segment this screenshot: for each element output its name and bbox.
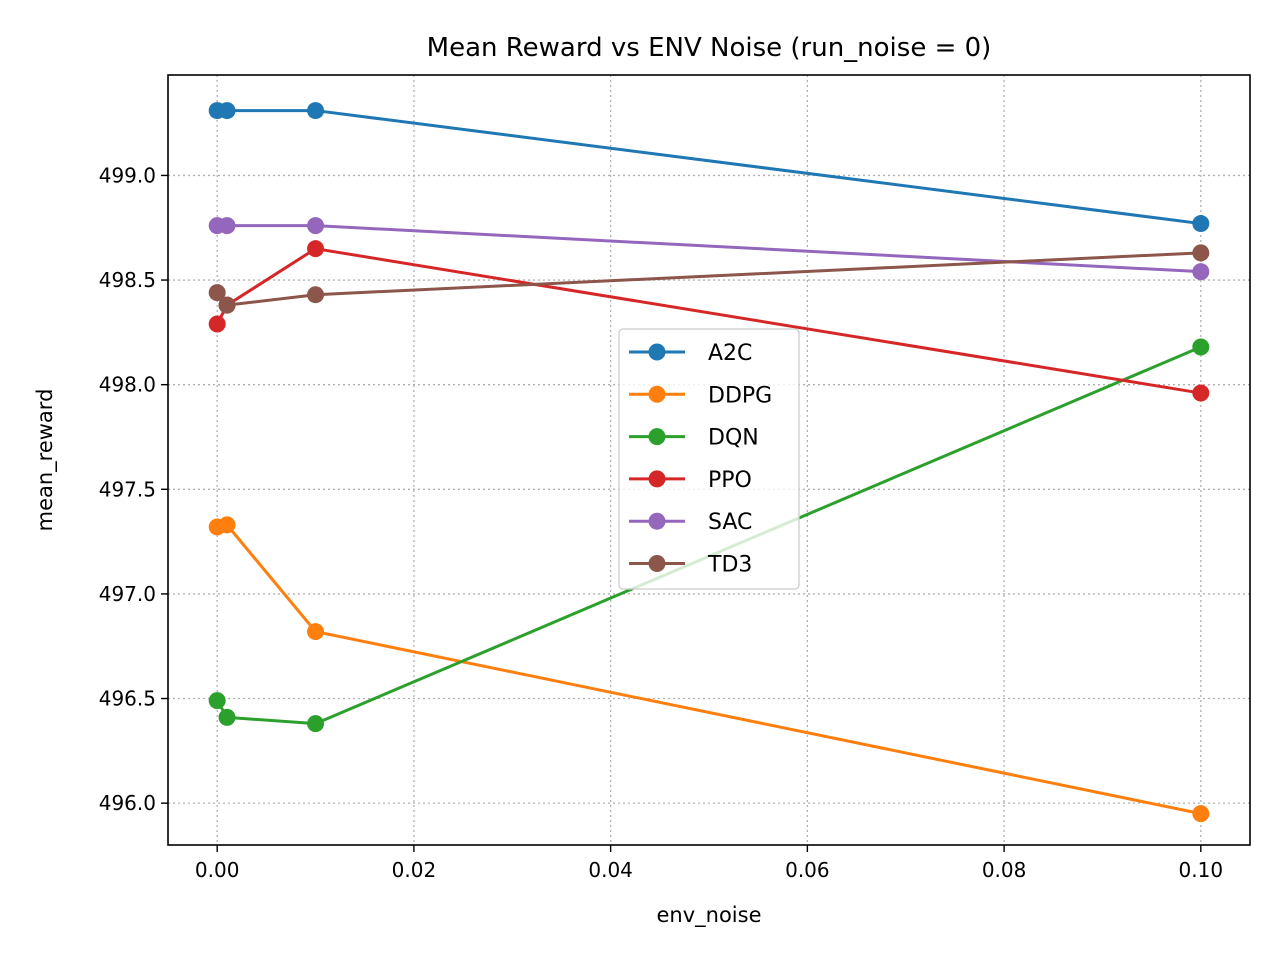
legend-swatch-marker [648,470,666,488]
legend-item-sac: SAC [629,510,752,535]
legend-swatch-marker [648,343,666,361]
x-tick-label: 0.04 [588,858,633,882]
plot-frame [167,74,1251,846]
y-tick-label: 497.0 [99,582,156,606]
y-tick-label: 496.5 [99,687,156,711]
legend-label: A2C [708,341,752,366]
legend: A2C DDPG DQN PPO SAC TD3 [618,328,800,590]
data-point-td3 [307,286,325,304]
x-tick-label: 0.10 [1179,858,1224,882]
legend-swatch-marker [648,385,666,403]
legend-swatch-marker [648,428,666,446]
y-axis-label: mean_reward [33,389,58,532]
y-tick-label: 498.0 [99,373,156,397]
x-tick-label: 0.00 [195,858,240,882]
data-point-a2c [1192,215,1210,233]
series-layer [208,102,1210,823]
series-line-ppo [215,247,1202,395]
y-axis: 496.0 496.5 497.0 497.5 498.0 498.5 499.0 [99,163,168,815]
x-axis: 0.00 0.02 0.04 0.06 0.08 0.10 [195,845,1223,882]
legend-label: DQN [708,426,759,451]
series-sac [208,217,1210,281]
series-td3 [208,244,1210,314]
series-a2c [208,102,1210,233]
data-point-ddpg [1192,805,1210,823]
data-point-td3 [1192,244,1210,262]
legend-item-a2c: A2C [629,341,752,366]
legend-label: DDPG [708,383,772,408]
legend-item-td3: TD3 [629,553,752,578]
x-tick-label: 0.02 [392,858,437,882]
legend-label: SAC [708,510,752,535]
legend-item-ddpg: DDPG [629,383,772,408]
x-tick-label: 0.08 [982,858,1027,882]
data-point-dqn [208,692,226,710]
legend-item-ppo: PPO [629,468,752,493]
series-ddpg [208,516,1210,823]
data-point-ddpg [307,623,325,641]
x-tick-label: 0.06 [785,858,830,882]
y-tick-label: 498.5 [99,268,156,292]
legend-box [618,328,800,590]
data-point-sac [218,217,236,235]
data-point-ppo [208,315,226,333]
y-tick-label: 499.0 [99,163,156,187]
chart-title: Mean Reward vs ENV Noise (run_noise = 0) [427,33,992,63]
data-point-ddpg [218,516,236,534]
data-point-dqn [1192,338,1210,356]
data-point-dqn [307,715,325,733]
legend-item-dqn: DQN [629,426,759,451]
series-line-a2c [217,109,1202,226]
legend-swatch-marker [648,512,666,530]
data-point-dqn [218,708,236,726]
data-point-sac [1192,263,1210,281]
legend-swatch-marker [648,555,666,572]
legend-label: TD3 [707,553,752,578]
data-point-a2c [307,102,325,120]
series-line-sac [217,224,1201,274]
data-point-ppo [1192,384,1210,402]
data-point-a2c [218,102,236,120]
data-point-sac [307,217,325,235]
data-point-td3 [208,284,226,302]
x-axis-label: env_noise [656,903,761,928]
y-tick-label: 496.0 [99,791,156,815]
data-point-ppo [307,240,325,258]
data-point-td3 [218,296,236,314]
legend-label: PPO [708,468,752,493]
series-line-td3 [216,251,1201,307]
y-tick-label: 497.5 [99,477,156,501]
